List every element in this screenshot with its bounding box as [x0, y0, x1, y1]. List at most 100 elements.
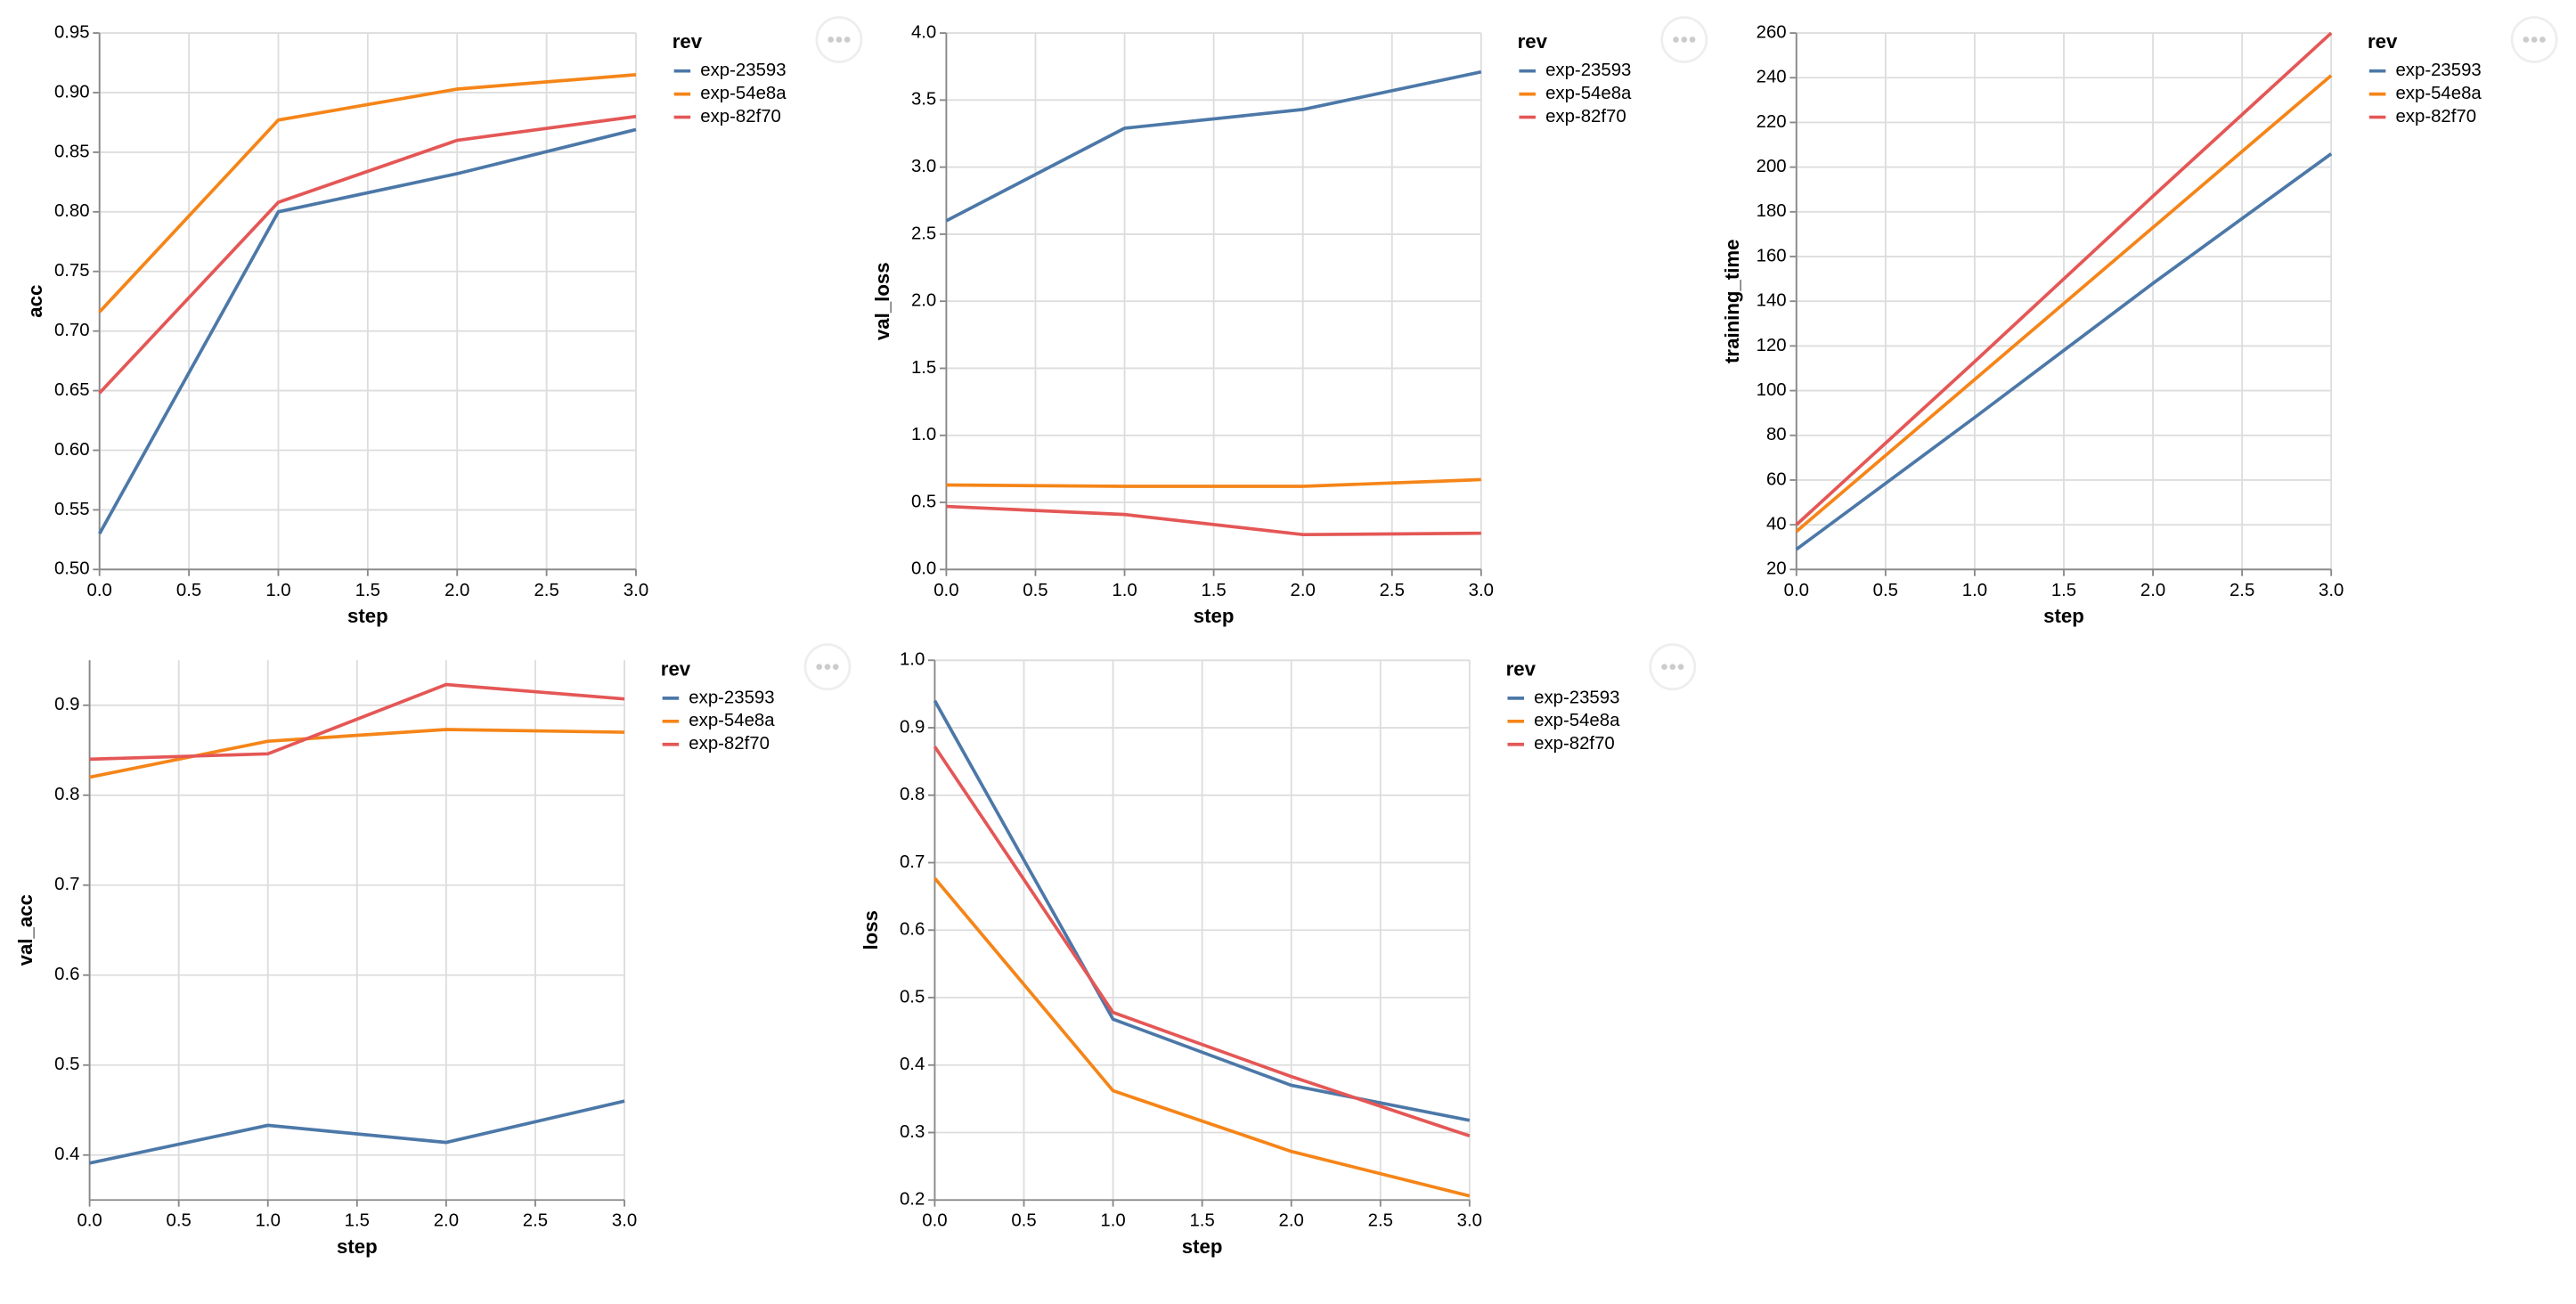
series-line [89, 728, 625, 779]
chart-panel: 0.0 0.5 1.0 1.5 2.0 2.5 3.0 3.5 4.0 0.0 0.5 1.0 1.5 2… [871, 16, 1708, 627]
legend-label: exp-23593 [1545, 61, 1631, 80]
actions-menu-button[interactable] [1660, 16, 1708, 63]
series-line [98, 114, 637, 395]
x-tick-label: 1.0 [265, 581, 290, 600]
x-tick-label: 1.0 [1112, 581, 1137, 600]
x-axis-label: step [1194, 605, 1235, 627]
menu-dot [836, 37, 843, 43]
x-axis-label: step [2043, 605, 2084, 627]
y-tick-label: 0.50 [54, 559, 90, 579]
y-tick-label: 0.6 [900, 920, 925, 940]
menu-dot [2531, 37, 2538, 43]
menu-dot [1661, 664, 1667, 671]
y-axis-label: val_loss [871, 262, 893, 340]
y-tick-label: 3.0 [911, 157, 936, 176]
x-tick-label: 1.5 [1201, 581, 1226, 600]
y-tick-label: 0.0 [911, 559, 936, 579]
x-tick-label: 1.0 [1962, 581, 1987, 600]
y-tick-label: 240 [1757, 68, 1787, 87]
y-tick-label: 0.2 [900, 1190, 925, 1210]
series-line [945, 69, 1482, 223]
y-tick-label: 2.5 [911, 224, 936, 243]
menu-dot [2539, 37, 2546, 43]
legend-title: rev [1506, 657, 1537, 680]
x-tick-label: 2.0 [434, 1211, 459, 1231]
x-tick-label: 2.5 [523, 1211, 548, 1231]
x-tick-label: 1.5 [355, 581, 380, 600]
menu-dot [827, 37, 835, 43]
x-tick-label: 0.0 [87, 581, 112, 600]
y-tick-label: 0.4 [54, 1145, 79, 1164]
series-line [1795, 31, 2333, 526]
x-tick-label: 2.5 [1380, 581, 1405, 600]
x-tick-label: 0.0 [922, 1211, 947, 1231]
series-line [946, 504, 1481, 537]
y-axis-label: acc [24, 285, 46, 318]
y-tick-label: 0.4 [900, 1055, 925, 1074]
legend-label: exp-54e8a [700, 84, 787, 103]
x-tick-label: 1.5 [345, 1211, 370, 1231]
y-tick-label: 160 [1757, 246, 1787, 265]
y-tick-label: 40 [1766, 515, 1787, 534]
y-tick-label: 0.5 [54, 1055, 79, 1074]
legend-title: rev [2368, 30, 2398, 53]
y-tick-label: 0.9 [54, 695, 79, 714]
series-line [933, 746, 1471, 1138]
x-tick-label: 0.5 [1023, 581, 1048, 600]
menu-dot [844, 37, 851, 43]
menu-dot [1673, 37, 1679, 43]
series-line [1795, 152, 2333, 551]
y-tick-label: 260 [1757, 22, 1787, 42]
y-axis-label: training_time [1721, 239, 1743, 363]
menu-dot [1677, 664, 1684, 671]
legend-label: exp-82f70 [1534, 734, 1615, 754]
y-tick-label: 80 [1766, 425, 1787, 444]
y-tick-label: 0.7 [54, 875, 79, 894]
y-tick-label: 0.8 [900, 785, 925, 804]
legend-label: exp-23593 [1534, 688, 1619, 707]
legend-title: rev [661, 657, 691, 680]
x-tick-label: 3.0 [1469, 581, 1494, 600]
y-tick-label: 0.70 [54, 321, 90, 340]
y-tick-label: 0.65 [54, 380, 90, 400]
actions-menu-button[interactable] [1649, 643, 1697, 691]
series-line [1795, 74, 2333, 534]
y-tick-label: 200 [1757, 157, 1787, 176]
actions-menu-button[interactable] [803, 643, 852, 691]
x-tick-label: 2.5 [1368, 1211, 1393, 1231]
y-tick-label: 140 [1757, 291, 1787, 311]
y-axis-label: val_acc [14, 894, 37, 966]
x-tick-label: 0.5 [176, 581, 201, 600]
y-tick-label: 120 [1757, 336, 1787, 355]
y-axis-label: loss [860, 910, 882, 949]
x-axis-label: step [347, 605, 388, 627]
legend-label: exp-54e8a [1534, 711, 1620, 730]
menu-dot [832, 664, 839, 671]
chart-panel: 20 40 60 80 100 120 140 160 180 200 220 240 260 0.0 0.… [1721, 16, 2558, 627]
x-tick-label: 0.0 [1784, 581, 1809, 600]
y-tick-label: 3.5 [911, 90, 936, 110]
legend-label: exp-82f70 [2395, 107, 2476, 126]
x-tick-label: 0.5 [167, 1211, 192, 1231]
y-tick-label: 1.0 [900, 650, 925, 670]
legend-label: exp-23593 [2395, 61, 2481, 80]
y-tick-label: 20 [1766, 559, 1787, 579]
actions-menu-button[interactable] [2510, 16, 2558, 63]
y-tick-label: 0.90 [54, 82, 90, 102]
y-tick-label: 0.95 [54, 22, 90, 42]
y-tick-label: 0.60 [54, 440, 90, 460]
series-line [98, 127, 637, 535]
y-tick-label: 0.75 [54, 261, 90, 281]
y-tick-label: 0.80 [54, 201, 90, 221]
x-tick-label: 1.0 [1100, 1211, 1125, 1231]
legend-label: exp-54e8a [2395, 84, 2482, 103]
series-line [89, 1099, 625, 1165]
y-tick-label: 1.0 [911, 425, 936, 444]
legend-label: exp-54e8a [689, 711, 775, 730]
actions-menu-button[interactable] [815, 16, 863, 63]
x-tick-label: 3.0 [1457, 1211, 1482, 1231]
x-tick-label: 1.5 [1189, 1211, 1214, 1231]
series-line [89, 682, 625, 762]
x-tick-label: 1.5 [2051, 581, 2076, 600]
menu-dot [816, 664, 823, 671]
